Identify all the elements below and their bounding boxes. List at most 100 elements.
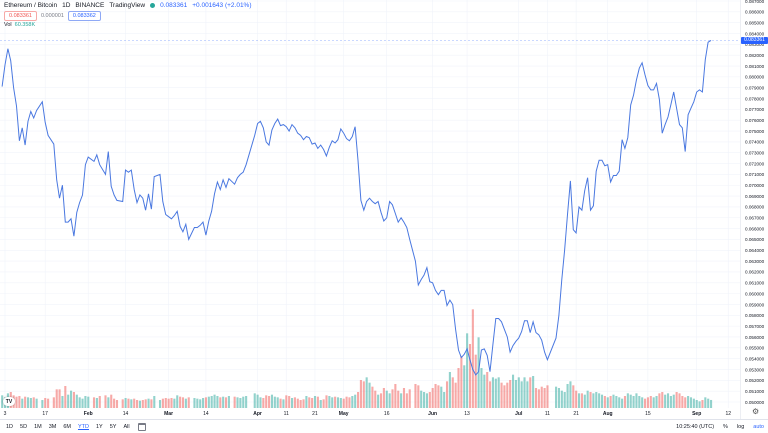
volume-bar (405, 393, 408, 408)
last-price-tag: 0.083361 (741, 36, 768, 44)
volume-bar (239, 398, 242, 408)
y-tick-label: 0.082000 (745, 53, 765, 58)
volume-bar (319, 400, 322, 408)
range-all[interactable]: All (123, 423, 130, 430)
range-3m[interactable]: 3M (48, 423, 57, 430)
volume-bar (245, 396, 248, 408)
volume-bar (408, 389, 411, 408)
range-1y[interactable]: 1Y (95, 423, 103, 430)
volume-bar (288, 396, 291, 408)
symbol-legend: Ethereum / Bitcoin 1D BINANCE TradingVie… (4, 2, 252, 9)
volume-bar (256, 394, 259, 408)
volume-bar (468, 344, 472, 408)
volume-bar (161, 398, 164, 408)
volume-bar (385, 390, 388, 408)
volume-bar (371, 386, 374, 408)
volume-bar (84, 396, 87, 408)
y-tick-label: 0.072000 (745, 161, 765, 166)
volume-bar (687, 396, 690, 408)
volume-bar (147, 398, 150, 408)
volume-bar (216, 396, 219, 408)
volume-bar (124, 398, 127, 408)
volume-bar (569, 381, 572, 408)
volume-bar (78, 397, 81, 408)
volume-bar (621, 398, 624, 408)
volume-bar (672, 394, 675, 408)
auto-toggle[interactable]: auto (753, 423, 764, 430)
volume-bar (423, 392, 426, 408)
volume-bar (644, 398, 647, 408)
volume-bar (460, 356, 463, 408)
volume-bar (477, 337, 480, 408)
volume-bar (219, 397, 222, 408)
y-tick-label: 0.060000 (745, 291, 765, 296)
gear-icon[interactable]: ⚙ (752, 407, 760, 416)
y-tick-label: 0.058000 (745, 313, 765, 318)
symbol-name[interactable]: Ethereum / Bitcoin (4, 2, 58, 9)
range-5y[interactable]: 5Y (109, 423, 117, 430)
range-1m[interactable]: 1M (34, 423, 42, 430)
volume-bar (618, 397, 621, 408)
volume-bar (121, 399, 124, 408)
volume-bar (646, 397, 649, 408)
volume-bar (130, 399, 133, 408)
volume-bar (359, 380, 362, 408)
volume-bar (675, 392, 678, 408)
volume-bar (334, 396, 337, 408)
tradingview-logo[interactable]: TV (3, 397, 15, 406)
volume-bar (382, 388, 385, 408)
volume-bar (173, 398, 176, 408)
volume-bar (44, 398, 47, 408)
bottom-toolbar: 1D 5D 1M 3M 6M YTD 1Y 5Y All 10:25:40 (UTC) % lo… (0, 419, 768, 433)
range-1d[interactable]: 1D (6, 423, 14, 430)
volume-bar (276, 397, 279, 408)
volume-bar (199, 399, 202, 408)
log-toggle[interactable]: log (736, 423, 745, 430)
volume-bar (537, 389, 540, 408)
volume-bar (595, 392, 598, 408)
volume-bar (500, 382, 503, 408)
sell-button[interactable]: 0.083361 (4, 11, 37, 21)
volume-bar (52, 397, 55, 408)
volume-bar (210, 396, 213, 408)
y-axis[interactable]: 0.087000 0.086000 0.085000 0.084000 0.083000… (745, 0, 765, 405)
volume-bar (351, 396, 354, 408)
range-5d[interactable]: 5D (20, 423, 28, 430)
volume-bar (388, 393, 391, 408)
volume-bar (299, 400, 302, 408)
volume-bar (540, 386, 543, 408)
volume-bar (377, 394, 380, 408)
volume-bar (626, 393, 629, 408)
volume-bar (64, 386, 67, 408)
volume-bar (420, 390, 423, 408)
range-ytd[interactable]: YTD (77, 423, 89, 430)
volume-bar (563, 392, 566, 408)
volume-bar (589, 392, 592, 408)
volume-bar (586, 390, 589, 408)
volume-bar (374, 390, 377, 408)
clock[interactable]: 10:25:40 (UTC) (676, 423, 715, 430)
x-tick-label: 21 (573, 411, 579, 417)
volume-bar (92, 397, 96, 408)
range-6m[interactable]: 6M (63, 423, 71, 430)
x-axis[interactable]: 3 17 Feb 14 Mar 14 Apr 11 21 May 16 Jun 13 Jul 11 21 Aug… (4, 411, 732, 417)
volume-label: Vol (4, 22, 12, 28)
volume-bar (566, 384, 569, 408)
volume-bar (362, 381, 365, 408)
x-tick-label: 21 (312, 411, 318, 417)
volume-bar (434, 384, 437, 408)
market-status-icon (150, 3, 156, 8)
calendar-icon[interactable] (137, 422, 146, 431)
volume-bar (669, 396, 672, 408)
volume-bar (348, 397, 351, 408)
percent-toggle[interactable]: % (723, 423, 728, 430)
volume-bar (187, 397, 190, 408)
y-tick-label: 0.083000 (745, 42, 765, 47)
range-selector: 1D 5D 1M 3M 6M YTD 1Y 5Y All (6, 424, 130, 430)
buy-button[interactable]: 0.083362 (67, 11, 101, 21)
volume-bar (268, 396, 271, 408)
x-tick-label: 16 (384, 411, 390, 417)
volume-bar (55, 389, 58, 408)
volume-bar (666, 393, 670, 408)
